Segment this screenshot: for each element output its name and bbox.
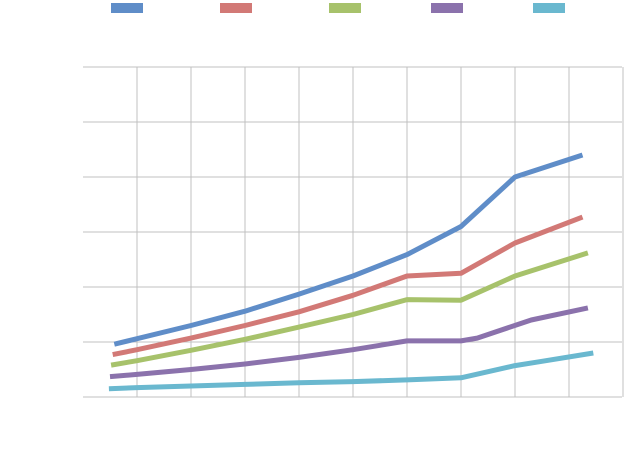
legend-swatch-series-2 [220, 3, 252, 13]
series-lines [108, 152, 594, 392]
legend-swatch-series-4 [431, 3, 463, 13]
legend-swatch-series-3 [329, 3, 361, 13]
legend [0, 3, 632, 13]
series-line-1 [113, 152, 584, 347]
series-line-4 [109, 305, 589, 380]
series-line-3 [110, 250, 589, 368]
series-line-5 [108, 350, 594, 392]
gridlines [83, 66, 624, 398]
legend-swatch-series-1 [111, 3, 143, 13]
series-line-2 [112, 214, 584, 358]
legend-swatch-series-5 [533, 3, 565, 13]
